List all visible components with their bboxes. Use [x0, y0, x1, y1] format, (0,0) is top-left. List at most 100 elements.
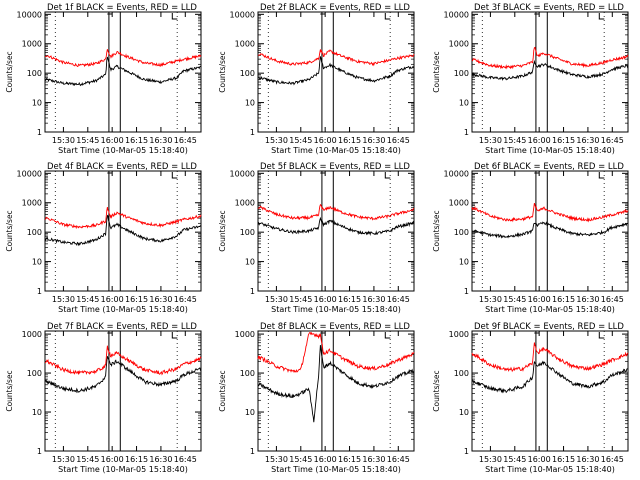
x-tick-label: 16:00 [314, 455, 337, 464]
x-tick-label: 16:45 [174, 455, 197, 464]
x-tick-label: 16:15 [338, 455, 361, 464]
x-tick-label: 15:30 [265, 295, 288, 304]
events-series-line [44, 56, 202, 87]
x-axis-label: Start Time (10-Mar-05 15:18:40) [485, 465, 615, 474]
y-tick-label: 100 [454, 69, 469, 78]
x-tick-label: 16:45 [174, 136, 197, 145]
y-tick-label: 10000 [17, 10, 42, 19]
y-tick-label: 10 [459, 258, 469, 267]
lld-series-line [471, 342, 629, 373]
x-tick-label: 16:30 [362, 455, 385, 464]
x-tick-label: 16:45 [174, 295, 197, 304]
panel-title: Det 5f BLACK = Events, RED = LLD [260, 162, 410, 172]
x-tick-label: 16:15 [338, 295, 361, 304]
y-tick-label: 100 [240, 228, 255, 237]
top-bracket-marker [598, 332, 605, 339]
y-tick-label: 1 [250, 447, 255, 456]
x-axis-label: Start Time (10-Mar-05 15:18:40) [271, 465, 401, 474]
events-series-line [44, 214, 202, 247]
x-tick-label: 16:00 [101, 455, 124, 464]
x-tick-label: 15:45 [289, 136, 312, 145]
y-tick-label: 1 [37, 128, 42, 137]
x-tick-label: 16:00 [528, 455, 551, 464]
panel-title: Det 7f BLACK = Events, RED = LLD [47, 322, 197, 332]
panel-det-8f: Det 8f BLACK = Events, RED = LLD 1 10 100 10… [218, 322, 415, 474]
panel-title: Det 1f BLACK = Events, RED = LLD [47, 3, 197, 13]
events-series-line [257, 216, 415, 236]
y-axis-label: Counts/sec [432, 210, 441, 251]
y-axis-label: Counts/sec [218, 370, 227, 411]
x-tick-label: 16:45 [387, 295, 410, 304]
top-bracket-marker [384, 13, 391, 20]
x-tick-label: 16:15 [125, 295, 148, 304]
panel-title: Det 9f BLACK = Events, RED = LLD [474, 322, 624, 332]
events-series-line [44, 356, 202, 394]
y-tick-label: 100 [27, 228, 42, 237]
x-axis-label: Start Time (10-Mar-05 15:18:40) [58, 465, 188, 474]
y-tick-label: 1000 [22, 40, 42, 49]
x-tick-label: 16:45 [387, 136, 410, 145]
y-tick-label: 10000 [444, 169, 469, 178]
panel-det-6f: Det 6f BLACK = Events, RED = LLD 1 10 100 10… [432, 162, 629, 314]
plot-frame [44, 330, 202, 452]
top-bracket-marker [171, 172, 178, 179]
panel-title: Det 2f BLACK = Events, RED = LLD [260, 3, 410, 13]
x-tick-label: 16:15 [552, 136, 575, 145]
x-tick-label: 16:45 [601, 295, 624, 304]
x-tick-label: 15:45 [76, 136, 99, 145]
y-tick-label: 1000 [235, 330, 255, 339]
y-tick-label: 10 [459, 408, 469, 417]
panel-title: Det 4f BLACK = Events, RED = LLD [47, 162, 197, 172]
x-tick-label: 16:45 [387, 455, 410, 464]
x-tick-label: 15:30 [479, 455, 502, 464]
panel-title: Det 8f BLACK = Events, RED = LLD [260, 322, 410, 332]
y-axis-label: Counts/sec [5, 210, 14, 251]
y-tick-label: 100 [27, 69, 42, 78]
y-tick-label: 10 [245, 99, 255, 108]
y-tick-label: 10000 [444, 10, 469, 19]
x-tick-label: 16:00 [101, 136, 124, 145]
x-tick-label: 16:15 [552, 295, 575, 304]
lld-series-line [257, 331, 415, 374]
events-series-line [471, 59, 629, 81]
x-tick-label: 16:15 [125, 136, 148, 145]
lld-series-line [44, 49, 202, 68]
x-tick-label: 15:30 [479, 295, 502, 304]
top-bracket-marker [384, 332, 391, 339]
x-tick-label: 16:45 [601, 136, 624, 145]
x-tick-label: 16:00 [314, 136, 337, 145]
x-tick-label: 15:45 [503, 295, 526, 304]
y-tick-label: 100 [240, 69, 255, 78]
x-tick-label: 15:45 [289, 455, 312, 464]
lld-series-line [471, 202, 629, 223]
top-bracket-marker [598, 13, 605, 20]
y-tick-label: 10 [32, 258, 42, 267]
y-tick-label: 1000 [449, 40, 469, 49]
y-axis-label: Counts/sec [5, 51, 14, 92]
x-tick-label: 16:30 [576, 136, 599, 145]
y-tick-label: 10000 [230, 10, 255, 19]
y-tick-label: 1 [37, 447, 42, 456]
y-tick-label: 1 [37, 287, 42, 296]
y-axis-label: Counts/sec [5, 370, 14, 411]
x-tick-label: 15:30 [52, 455, 75, 464]
lld-series-line [257, 49, 415, 67]
y-tick-label: 10 [245, 258, 255, 267]
events-series-line [257, 56, 415, 86]
panel-det-9f: Det 9f BLACK = Events, RED = LLD 1 10 100 10… [432, 322, 629, 474]
x-tick-label: 16:30 [362, 136, 385, 145]
plot-frame [44, 170, 202, 292]
y-tick-label: 10 [32, 99, 42, 108]
x-tick-label: 16:30 [149, 455, 172, 464]
x-axis-label: Start Time (10-Mar-05 15:18:40) [58, 146, 188, 155]
x-tick-label: 15:30 [52, 295, 75, 304]
y-tick-label: 10000 [17, 169, 42, 178]
plot-frame [471, 330, 629, 452]
y-tick-label: 1 [464, 287, 469, 296]
lld-series-line [471, 46, 629, 70]
lld-series-line [257, 203, 415, 221]
x-tick-label: 15:45 [503, 455, 526, 464]
y-tick-label: 100 [240, 369, 255, 378]
y-tick-label: 100 [454, 369, 469, 378]
lld-series-line [44, 207, 202, 230]
